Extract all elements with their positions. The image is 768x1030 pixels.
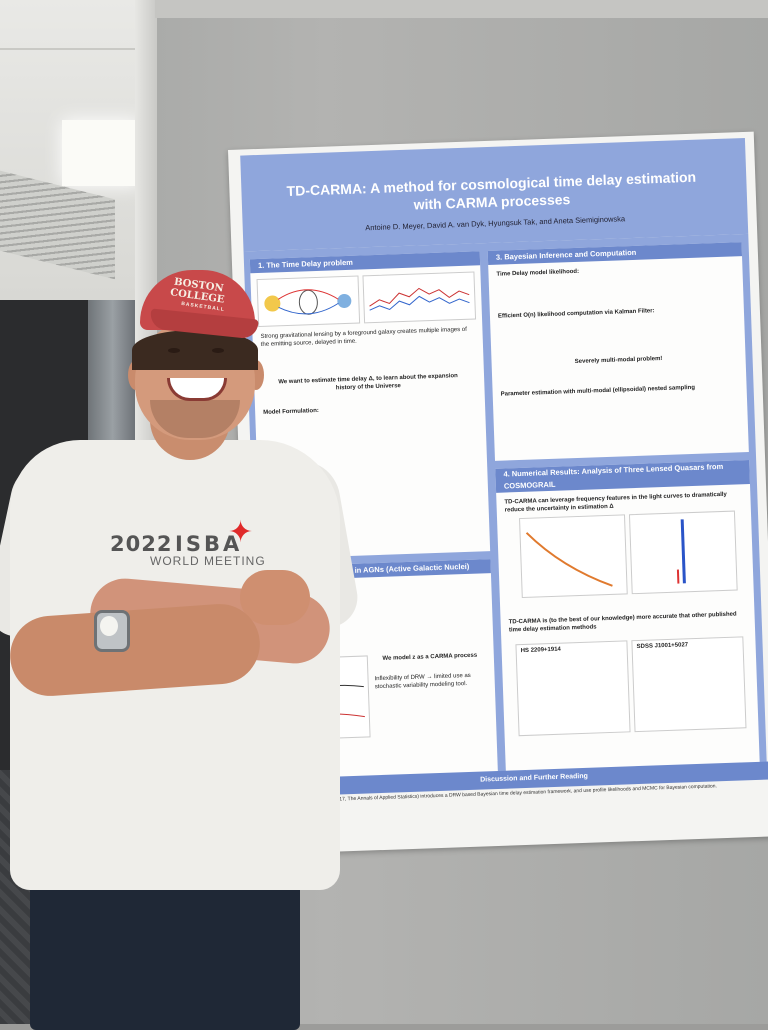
person: 2022 ISBA WORLD MEETING ✦ BOSTON COLLEGE… [0, 270, 360, 1024]
eye [212, 348, 224, 353]
bayesian-multimodal: Severely multi-modal problem! [500, 352, 738, 368]
section-heading: 3. Bayesian Inference and Computation [488, 242, 742, 265]
psd-plot [519, 514, 628, 598]
shirt-year: 2022 [110, 532, 172, 556]
light-curve-svg [363, 273, 475, 323]
poster-board-top [155, 0, 768, 18]
maple-leaf-icon: ✦ [228, 518, 253, 548]
bayesian-kalman: Efficient O(n) likelihood computation vi… [498, 304, 736, 320]
posterior-plot-svg [630, 512, 737, 594]
results-accuracy: TD-CARMA is (to the best of our knowledg… [509, 610, 747, 634]
psd-plot-svg [520, 515, 627, 597]
bayesian-likelihood: Time Delay model likelihood: [496, 262, 734, 278]
carma-model: We model z as a CARMA process [374, 651, 486, 663]
panel-bayesian: 3. Bayesian Inference and Computation Ti… [488, 242, 749, 461]
eye [168, 348, 180, 353]
result-figure-1: HS 2209+1914 [515, 640, 630, 736]
ceiling-light [62, 120, 140, 186]
watch-face-icon [100, 616, 118, 636]
posterior-plot [629, 511, 738, 595]
poster-title: TD-CARMA: A method for cosmological time… [281, 168, 702, 219]
carma-drw: Inflexibility of DRW → limited use as st… [374, 671, 486, 691]
bayesian-nested: Parameter estimation with multi-modal (e… [501, 382, 739, 398]
panel-results: 4. Numerical Results: Analysis of Three … [495, 460, 759, 773]
shirt-meeting: WORLD MEETING [150, 554, 266, 568]
hand [240, 570, 310, 625]
result-figure-1-title: HS 2209+1914 [521, 646, 561, 655]
result-figure-2: SDSS J1001+5027 [631, 636, 746, 732]
light-curve-plot [362, 271, 476, 323]
ceiling-tile-line [0, 48, 150, 50]
poster-header: TD-CARMA: A method for cosmological time… [240, 138, 748, 252]
result-figure-2-title: SDSS J1001+5027 [636, 641, 688, 651]
section-heading: 4. Numerical Results: Analysis of Three … [495, 460, 750, 493]
